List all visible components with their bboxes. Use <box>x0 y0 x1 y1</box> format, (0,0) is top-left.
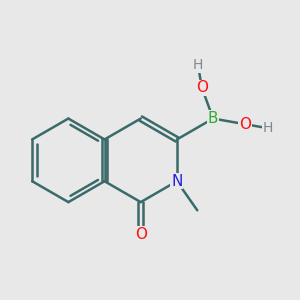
Text: H: H <box>193 58 203 72</box>
Text: O: O <box>135 227 147 242</box>
Text: N: N <box>171 174 183 189</box>
Text: O: O <box>239 117 251 132</box>
Text: H: H <box>262 121 273 135</box>
Text: O: O <box>196 80 208 95</box>
Text: B: B <box>208 111 218 126</box>
